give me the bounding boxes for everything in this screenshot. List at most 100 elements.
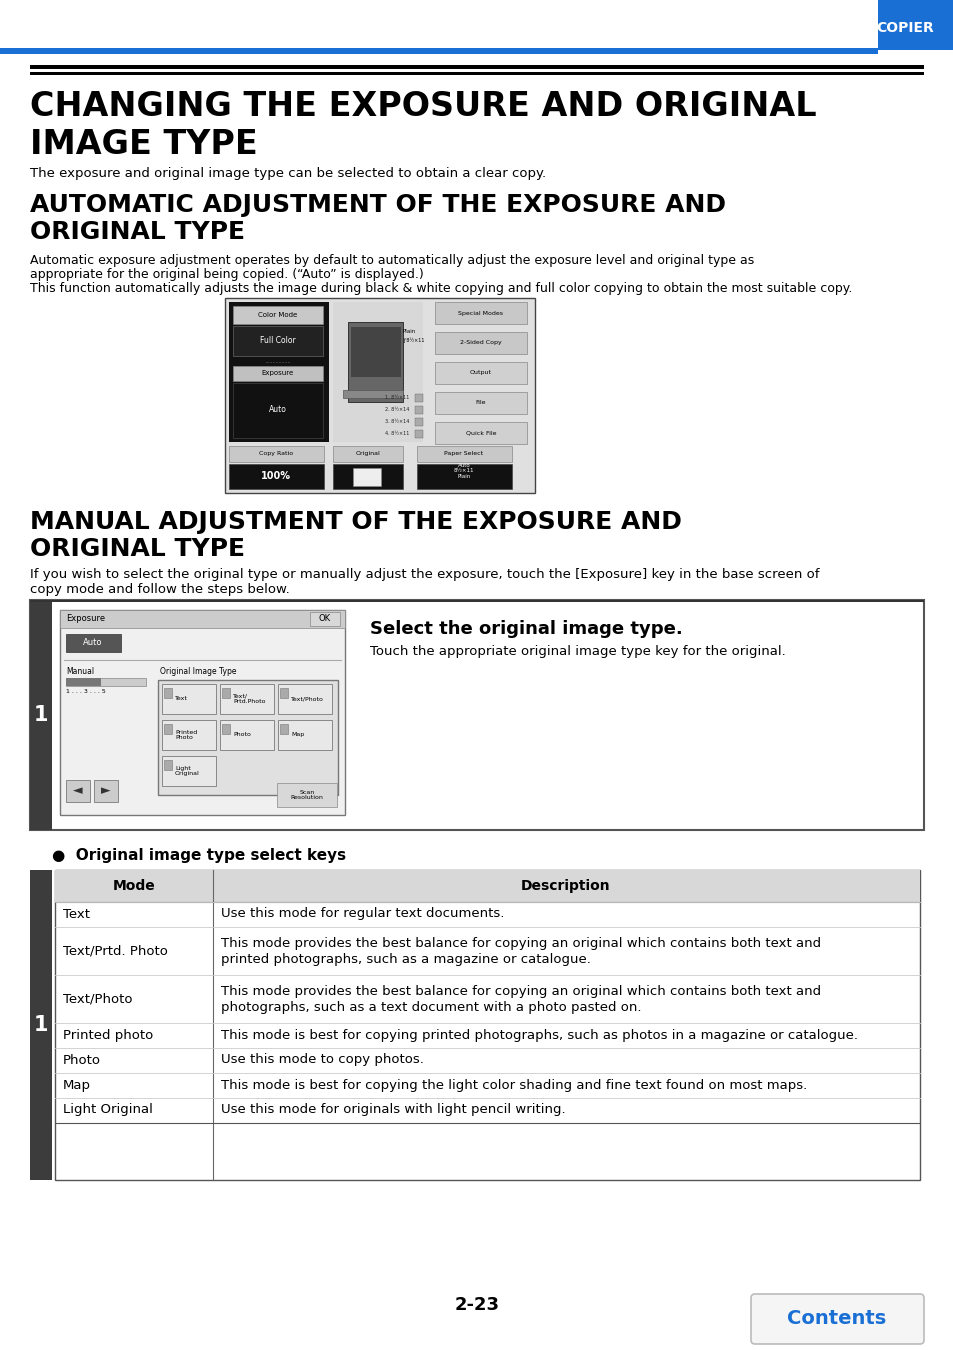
Bar <box>60 610 345 815</box>
Bar <box>30 72 923 76</box>
Bar <box>233 366 323 381</box>
Bar <box>220 684 274 714</box>
Text: Text/
Prtd.Photo: Text/ Prtd.Photo <box>233 694 265 705</box>
Bar <box>30 599 52 830</box>
Text: Copy Ratio: Copy Ratio <box>258 451 293 456</box>
Text: ●  Original image type select keys: ● Original image type select keys <box>52 848 346 863</box>
Bar <box>222 724 230 734</box>
Bar <box>60 610 345 628</box>
Text: Auto: Auto <box>83 639 103 648</box>
Text: Photo: Photo <box>63 1053 101 1066</box>
Bar <box>164 688 172 698</box>
FancyBboxPatch shape <box>750 1295 923 1345</box>
Bar <box>435 302 526 324</box>
Bar <box>30 599 923 602</box>
Bar <box>55 869 919 902</box>
Text: 4. 8½×11: 4. 8½×11 <box>385 432 409 436</box>
Text: Select the original image type.: Select the original image type. <box>370 620 682 639</box>
Text: Text/Prtd. Photo: Text/Prtd. Photo <box>63 945 168 957</box>
Text: Printed
Photo: Printed Photo <box>174 729 197 740</box>
Text: Printed photo: Printed photo <box>63 1029 153 1041</box>
Bar <box>415 406 422 414</box>
Bar <box>158 680 337 795</box>
Text: Manual: Manual <box>66 667 94 676</box>
Bar <box>277 684 332 714</box>
Text: photographs, such as a text document with a photo pasted on.: photographs, such as a text document wit… <box>221 1002 640 1014</box>
Text: 3. 8½×14: 3. 8½×14 <box>385 420 409 424</box>
Text: ►: ► <box>101 784 111 798</box>
Text: COPIER: COPIER <box>876 22 933 35</box>
Text: This function automatically adjusts the image during black & white copying and f: This function automatically adjusts the … <box>30 282 851 296</box>
Text: 2-23: 2-23 <box>454 1296 499 1314</box>
Bar <box>162 684 215 714</box>
Bar <box>55 869 919 1180</box>
Text: 1: 1 <box>33 705 49 725</box>
Bar <box>416 464 512 489</box>
Bar <box>277 720 332 751</box>
Bar <box>333 446 402 462</box>
Bar <box>233 306 323 324</box>
Bar <box>229 446 324 462</box>
Text: Photo: Photo <box>233 733 251 737</box>
Text: 1 . . . 3 . . . 5: 1 . . . 3 . . . 5 <box>66 690 106 694</box>
Bar <box>353 468 380 486</box>
Text: Scan
Resolution: Scan Resolution <box>291 790 323 801</box>
Bar <box>276 783 336 807</box>
Bar <box>435 392 526 414</box>
Text: 1: 1 <box>33 1015 49 1035</box>
Bar <box>348 323 402 402</box>
Text: printed photographs, such as a magazine or catalogue.: printed photographs, such as a magazine … <box>221 953 590 967</box>
Text: ƒ 8½×11: ƒ 8½×11 <box>402 338 424 343</box>
Text: Exposure: Exposure <box>66 614 105 624</box>
Text: Light
Original: Light Original <box>174 765 199 776</box>
Text: This mode provides the best balance for copying an original which contains both : This mode provides the best balance for … <box>221 937 821 950</box>
Text: Original Image Type: Original Image Type <box>160 667 236 676</box>
Text: IMAGE TYPE: IMAGE TYPE <box>30 128 257 161</box>
Text: Contents: Contents <box>786 1310 885 1328</box>
Text: Light Original: Light Original <box>63 1103 152 1116</box>
Bar <box>222 688 230 698</box>
Text: Paper Select: Paper Select <box>444 451 483 456</box>
Bar <box>877 0 953 50</box>
Text: 2-Sided Copy: 2-Sided Copy <box>459 340 501 346</box>
Bar <box>66 634 121 652</box>
Bar <box>66 678 101 686</box>
Bar <box>66 678 146 686</box>
Text: Auto
8½×11
Plain: Auto 8½×11 Plain <box>454 463 474 479</box>
Bar <box>229 464 324 489</box>
Bar <box>233 325 323 356</box>
Bar <box>280 688 288 698</box>
Bar <box>30 599 923 830</box>
Text: Text: Text <box>174 697 188 702</box>
Text: Text: Text <box>63 907 90 921</box>
Text: CHANGING THE EXPOSURE AND ORIGINAL: CHANGING THE EXPOSURE AND ORIGINAL <box>30 90 816 123</box>
Text: Special Modes: Special Modes <box>458 310 503 316</box>
Bar <box>343 390 402 398</box>
Bar <box>66 780 90 802</box>
Text: This mode is best for copying printed photographs, such as photos in a magazine : This mode is best for copying printed ph… <box>221 1029 857 1041</box>
Text: 1. 8½×11: 1. 8½×11 <box>385 396 409 401</box>
Bar <box>94 780 118 802</box>
Bar <box>416 446 512 462</box>
Text: Description: Description <box>520 879 610 892</box>
Text: If you wish to select the original type or manually adjust the exposure, touch t: If you wish to select the original type … <box>30 568 819 580</box>
Text: AUTOMATIC ADJUSTMENT OF THE EXPOSURE AND: AUTOMATIC ADJUSTMENT OF THE EXPOSURE AND <box>30 193 725 217</box>
Text: Use this mode for originals with light pencil writing.: Use this mode for originals with light p… <box>221 1103 565 1116</box>
Text: ◄: ◄ <box>73 784 83 798</box>
Bar <box>229 302 329 441</box>
Text: Text/Photo: Text/Photo <box>291 697 323 702</box>
Bar <box>220 720 274 751</box>
Text: OK: OK <box>318 614 331 624</box>
Bar <box>333 464 402 489</box>
Text: File: File <box>476 401 486 405</box>
Text: ORIGINAL TYPE: ORIGINAL TYPE <box>30 537 245 562</box>
Text: Map: Map <box>63 1079 91 1092</box>
Text: Plain: Plain <box>402 329 416 335</box>
Bar <box>435 362 526 383</box>
Text: The exposure and original image type can be selected to obtain a clear copy.: The exposure and original image type can… <box>30 167 545 180</box>
Bar <box>310 612 339 626</box>
Bar <box>233 383 323 437</box>
Text: Text/Photo: Text/Photo <box>63 992 132 1006</box>
Text: Map: Map <box>291 733 304 737</box>
Text: MANUAL ADJUSTMENT OF THE EXPOSURE AND: MANUAL ADJUSTMENT OF THE EXPOSURE AND <box>30 510 681 535</box>
